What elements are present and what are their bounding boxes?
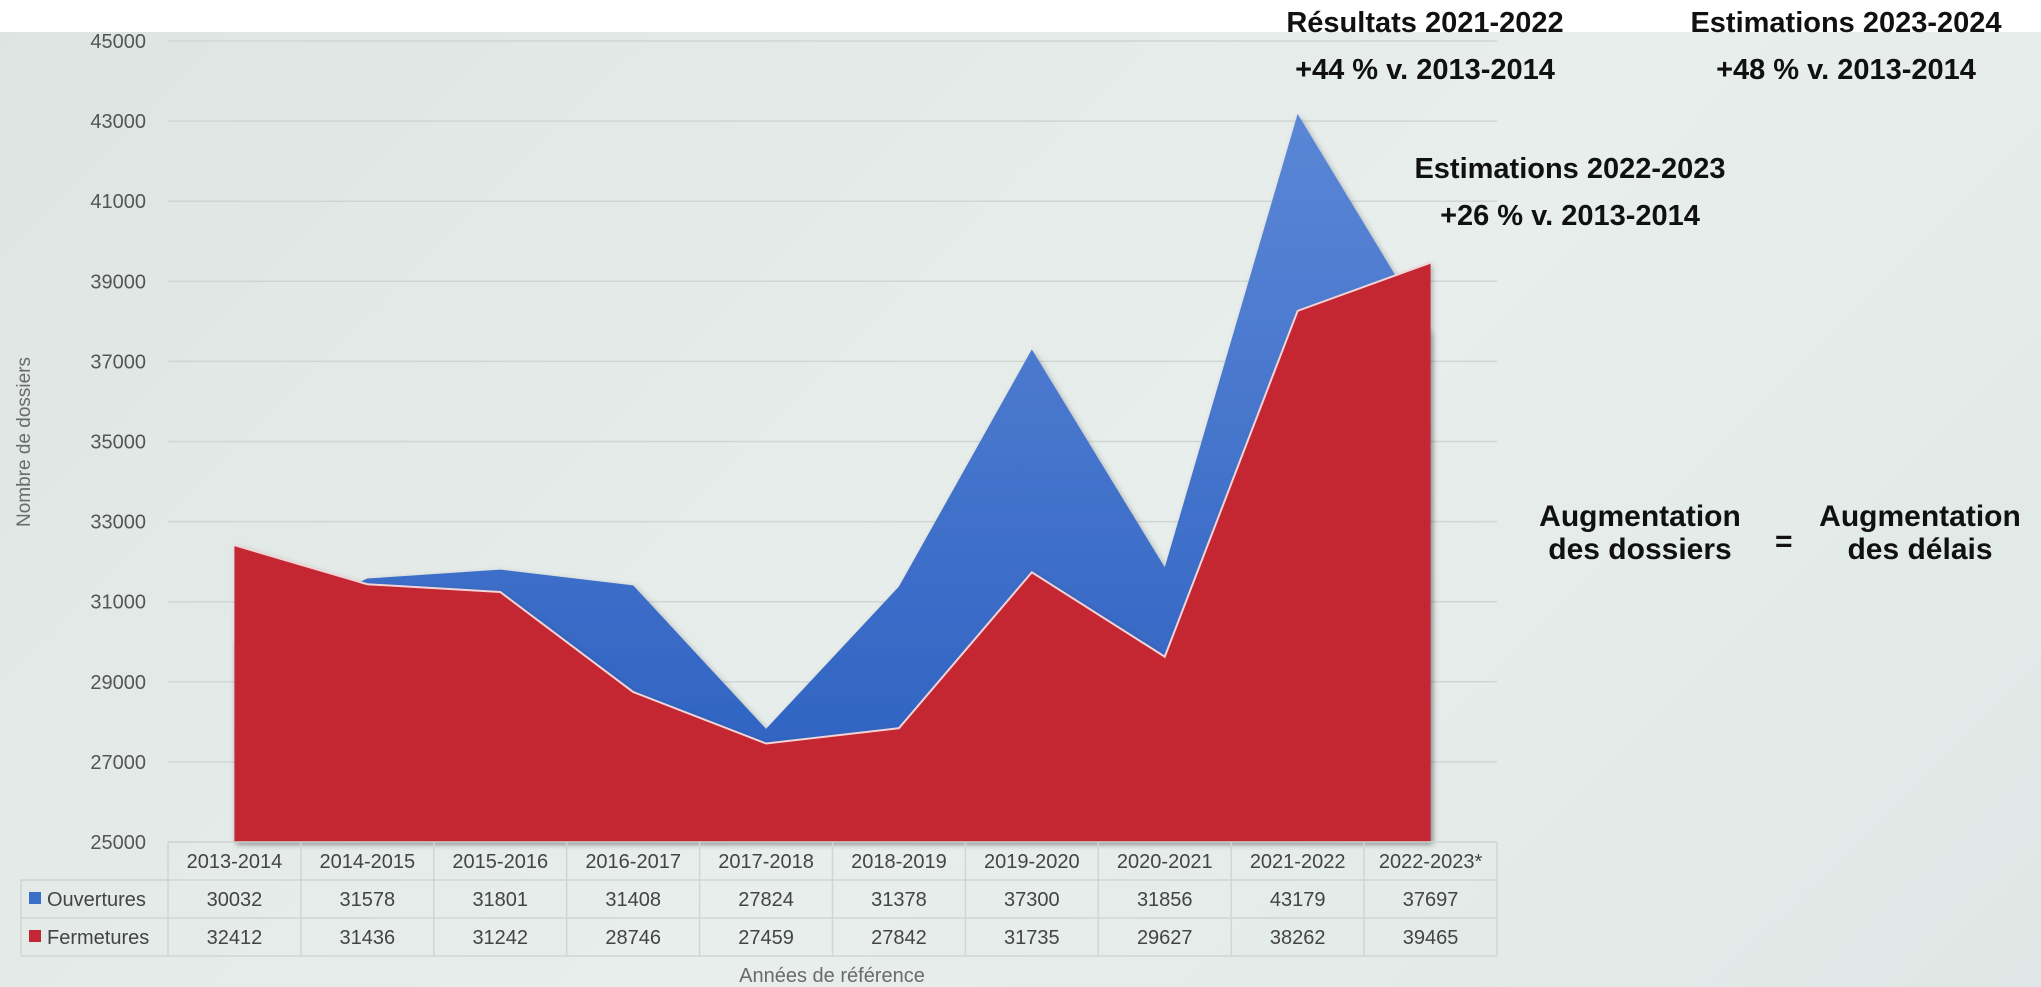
data-table: 2013-2014 2014-2015 2015-2016 2016-2017 2017… [20,841,1498,957]
y-tick-label: 29000 [90,672,146,694]
y-tick-label: 31000 [90,592,146,614]
callout-results-change: +44 % v. 2013-2014 [1295,54,1555,86]
data-label: 32412 [207,927,263,949]
callout-estimations-2023-2024: Estimations 2023-2024 +48 % v. 2013-2014 [1666,0,2026,94]
equation-sign: = [1775,525,1793,558]
callout-estimations-2022-2023: Estimations 2022-2023 +26 % v. 2013-2014 [1390,146,1750,240]
x-tick-label: 2018-2019 [851,851,947,873]
data-label: 31378 [871,889,927,911]
data-label: 31735 [1004,927,1060,949]
x-tick-label: 2019-2020 [984,851,1080,873]
equation-left-line2: des dossiers [1548,533,1732,566]
callout-estim-2324-title: Estimations 2023-2024 [1690,7,2002,39]
x-tick-label: 2022-2023* [1379,851,1483,873]
y-tick-label: 27000 [90,752,146,774]
data-label: 31578 [340,889,396,911]
y-axis-label: Nombre de dossiers [14,357,35,527]
data-label: 27459 [738,927,794,949]
data-label: 31801 [472,889,528,911]
data-label: 43179 [1270,889,1326,911]
x-axis-label: Années de référence [739,965,925,987]
y-tick-label: 43000 [90,111,146,133]
y-tick-label: 39000 [90,271,146,293]
fermetures-edge [234,261,1431,745]
data-label: 27824 [738,889,794,911]
data-label: 28746 [605,927,661,949]
data-label: 27842 [871,927,927,949]
x-tick-label: 2017-2018 [718,851,814,873]
data-label: 37697 [1403,889,1459,911]
y-tick-label: 37000 [90,351,146,373]
x-tick-label: 2013-2014 [187,851,283,873]
callout-results-title: Résultats 2021-2022 [1286,7,1564,39]
data-label: 29627 [1137,927,1193,949]
data-label: 31856 [1137,889,1193,911]
x-tick-label: 2021-2022 [1250,851,1346,873]
x-tick-label: 2014-2015 [320,851,416,873]
x-tick-label: 2015-2016 [452,851,548,873]
data-label: 38262 [1270,927,1326,949]
x-tick-label: 2020-2021 [1117,851,1213,873]
data-label: 30032 [207,889,263,911]
y-tick-label: 41000 [90,191,146,213]
callout-estim-2223-title: Estimations 2022-2023 [1414,153,1726,185]
fermetures-area [234,262,1431,842]
area-series [234,113,1431,843]
callout-estim-2223-change: +26 % v. 2013-2014 [1440,200,1700,232]
data-label: 31436 [340,927,396,949]
callout-estim-2324-change: +48 % v. 2013-2014 [1716,54,1976,86]
equation-right-line2: des délais [1847,533,1993,566]
legend-swatch [29,892,41,904]
y-tick-label: 33000 [90,512,146,534]
legend-swatch [29,930,41,942]
equation-right-line1: Augmentation [1819,500,2021,533]
top-band [0,0,2041,32]
legend-label: Fermetures [47,927,149,949]
equation-left: Augmentation des dossiers [1520,500,1760,566]
y-tick-label: 45000 [90,31,146,53]
y-tick-label: 35000 [90,432,146,454]
data-label: 31408 [605,889,661,911]
equation-left-line1: Augmentation [1539,500,1741,533]
data-label: 39465 [1403,927,1459,949]
x-tick-label: 2016-2017 [585,851,681,873]
equation-right: Augmentation des délais [1800,500,2040,566]
y-axis-ticks: 25000 27000 29000 31000 33000 35000 37000 39000… [90,31,146,854]
data-label: 37300 [1004,889,1060,911]
data-label: 31242 [472,927,528,949]
y-tick-label: 25000 [90,832,146,854]
legend-label: Ouvertures [47,889,146,911]
callout-results-2021-2022: Résultats 2021-2022 +44 % v. 2013-2014 [1265,0,1585,94]
